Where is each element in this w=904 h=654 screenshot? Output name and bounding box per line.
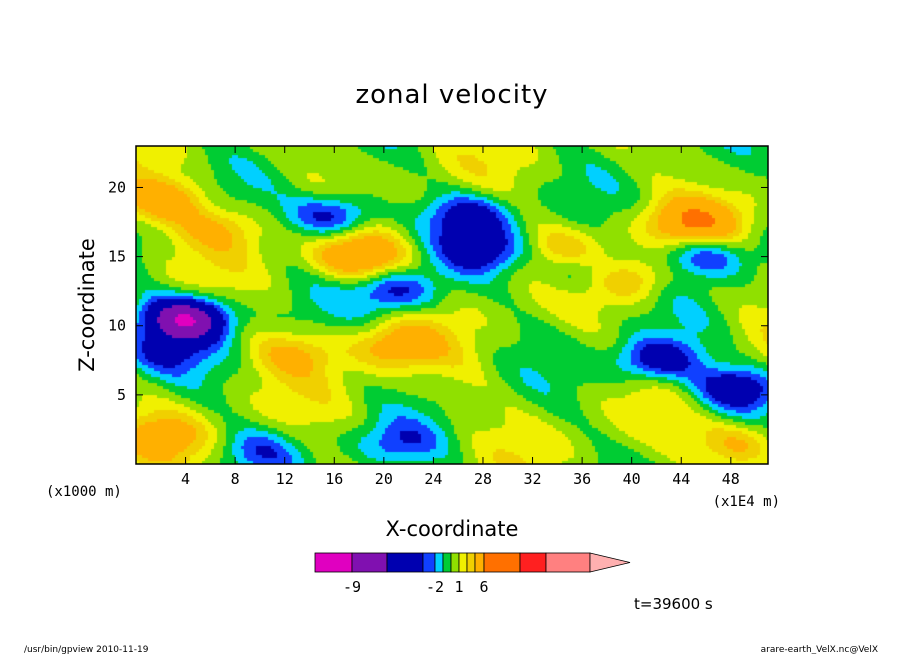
time-label: t=39600 s — [634, 595, 713, 613]
x-unit-label: (x1E4 m) — [713, 494, 780, 510]
y-tick-label: 5 — [117, 386, 126, 404]
colorbar-labels: -9 -2 1 6 — [343, 578, 489, 596]
x-tick-label: 28 — [474, 470, 492, 488]
y-tick-label: 20 — [108, 178, 126, 196]
colorbar-extend-arrow — [589, 552, 631, 573]
colorbar-bin — [434, 552, 444, 573]
plot-area — [136, 146, 768, 464]
x-tick-label: 20 — [375, 470, 393, 488]
x-axis-label: X-coordinate — [386, 517, 519, 541]
y-tick-label: 15 — [108, 248, 126, 266]
colorbar-bin — [474, 552, 485, 573]
colorbar-bin — [466, 552, 476, 573]
x-tick-label: 40 — [623, 470, 641, 488]
colorbar-label: -2 — [426, 578, 444, 596]
colorbar-bin — [386, 552, 424, 573]
x-tick-label: 48 — [722, 470, 740, 488]
colorbar-bin — [351, 552, 388, 573]
colorbar-bin — [545, 552, 591, 573]
y-unit-label: (x1000 m) — [46, 484, 122, 500]
x-tick-label: 12 — [276, 470, 294, 488]
y-tick-label: 10 — [108, 317, 126, 335]
x-tick-label: 16 — [325, 470, 343, 488]
colorbar-label: -9 — [343, 578, 361, 596]
x-tick-label: 36 — [573, 470, 591, 488]
colorbar-bin — [458, 552, 468, 573]
colorbar-label: 1 — [454, 578, 463, 596]
x-tick-label: 32 — [524, 470, 542, 488]
x-tick-label: 24 — [424, 470, 442, 488]
colorbar-bin — [519, 552, 547, 573]
x-tick-label: 8 — [231, 470, 240, 488]
colorbar-bin — [314, 552, 353, 573]
x-axis: 4 8 12 16 20 24 28 32 36 40 44 48 — [181, 146, 740, 488]
colorbar-label: 6 — [479, 578, 488, 596]
plot-frame — [135, 145, 769, 465]
footer-right: arare-earth_VelX.nc@VelX — [761, 645, 878, 654]
x-tick-label: 4 — [181, 470, 190, 488]
footer-left: /usr/bin/gpview 2010-11-19 — [24, 645, 149, 654]
y-axis-label: Z-coordinate — [75, 238, 99, 372]
colorbar-bin — [450, 552, 460, 573]
chart-title: zonal velocity — [355, 80, 548, 110]
x-tick-label: 44 — [672, 470, 690, 488]
y-axis: 5 10 15 20 — [108, 178, 768, 404]
colorbar-bin — [442, 552, 452, 573]
colorbar — [314, 552, 631, 573]
heatmap-field — [136, 146, 768, 464]
colorbar-bin — [483, 552, 521, 573]
colorbar-bin — [422, 552, 436, 573]
